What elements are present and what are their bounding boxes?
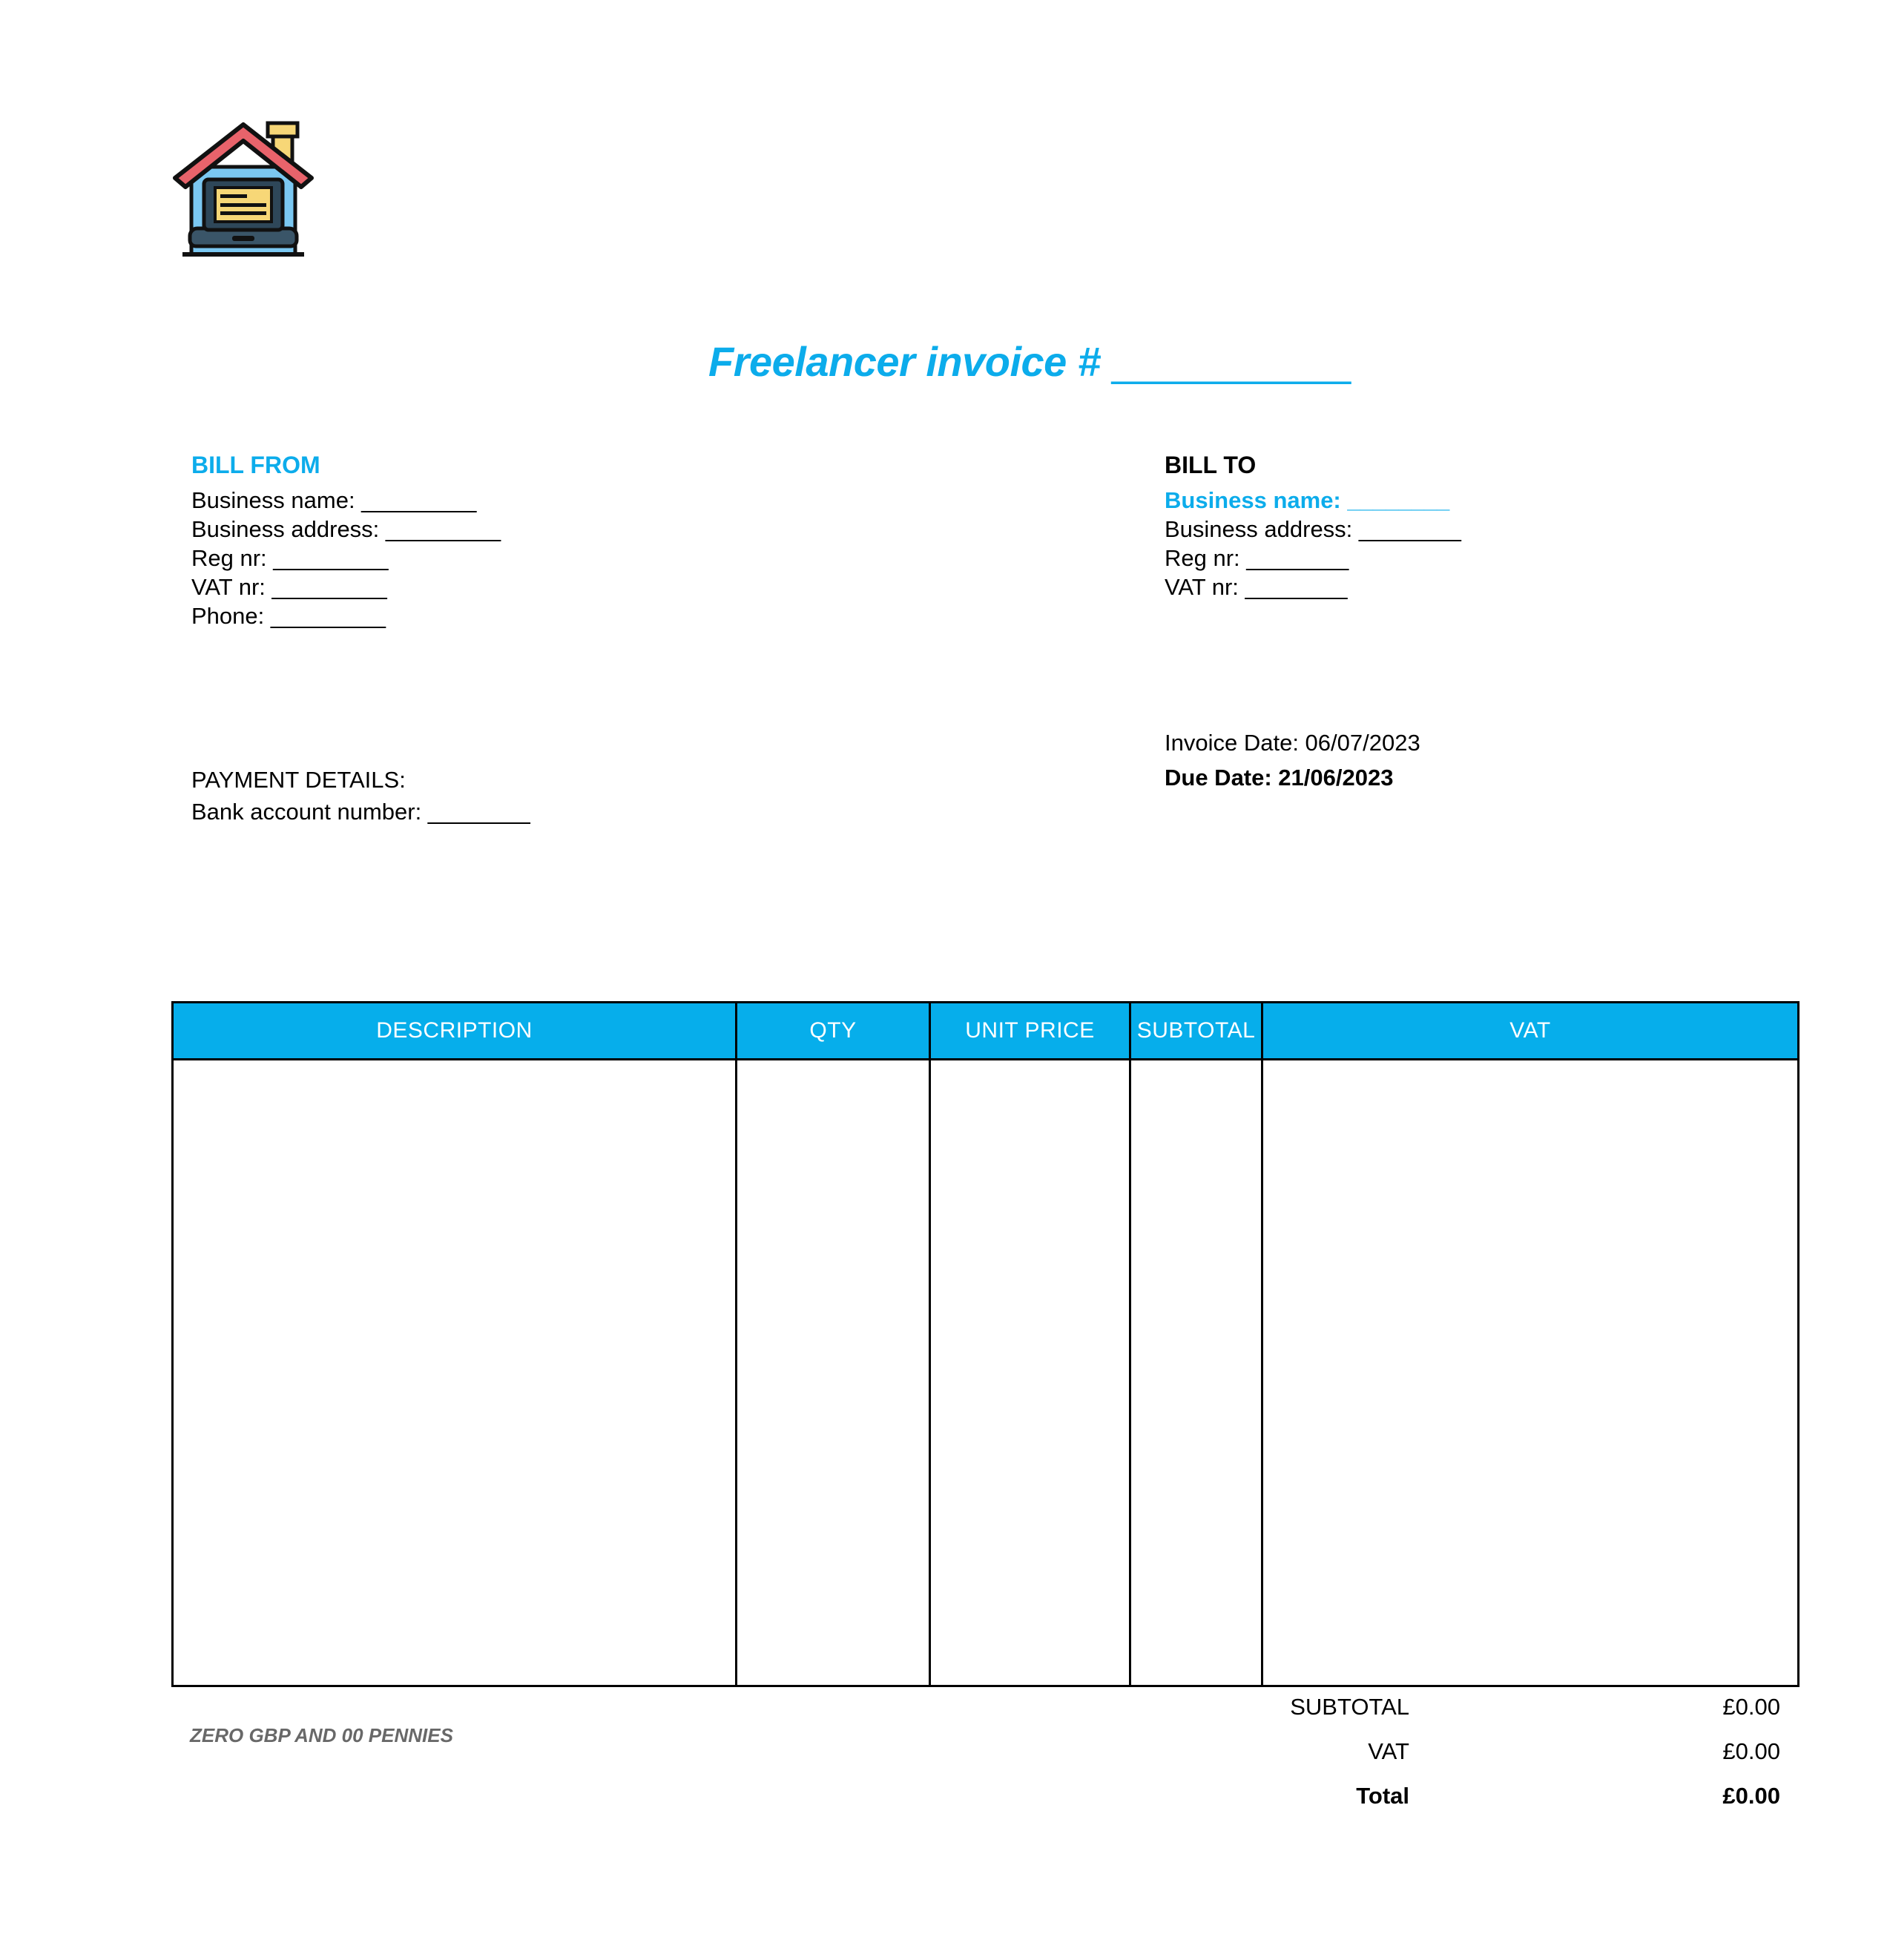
bill-to-business-address: Business address: ________: [1165, 516, 1461, 542]
page-title: Freelancer invoice # ___________: [708, 337, 1351, 386]
column-header-description: DESCRIPTION: [171, 1001, 737, 1060]
totals-label-total: Total: [1356, 1783, 1409, 1809]
bill-from-reg-nr: Reg nr: _________: [191, 545, 389, 571]
amount-in-words: ZERO GBP AND 00 PENNIES: [190, 1724, 453, 1746]
column-header-vat: VAT: [1261, 1001, 1800, 1060]
bill-from-vat-nr: VAT nr: _________: [191, 574, 387, 600]
cell-subtotal[interactable]: [1129, 1059, 1263, 1687]
bill-to-block: BILL TO Business name: ________ Business…: [1165, 451, 1461, 601]
bill-from-business-name: Business name: _________: [191, 487, 477, 513]
bill-from-block: BILL FROM Business name: _________ Busin…: [191, 451, 501, 630]
totals-row-vat: VAT £0.00: [1113, 1738, 1780, 1783]
bill-to-reg-nr: Reg nr: ________: [1165, 545, 1349, 571]
due-date: Due Date: 21/06/2023: [1165, 765, 1394, 791]
column-header-subtotal: SUBTOTAL: [1129, 1001, 1263, 1060]
totals-value-subtotal: £0.00: [1722, 1694, 1780, 1720]
house-with-laptop-logo: [169, 104, 317, 263]
column-header-unit-price: UNIT PRICE: [929, 1001, 1131, 1060]
totals-label-vat: VAT: [1368, 1738, 1409, 1764]
title-blank-line: ___________: [1111, 338, 1351, 385]
cell-description[interactable]: [171, 1059, 737, 1687]
bill-to-business-name: Business name: ________: [1165, 487, 1450, 513]
invoice-date: Invoice Date: 06/07/2023: [1165, 730, 1420, 756]
totals-value-vat: £0.00: [1722, 1738, 1780, 1764]
title-text: Freelancer invoice #: [708, 338, 1112, 385]
totals-label-subtotal: SUBTOTAL: [1290, 1694, 1409, 1720]
totals-value-total: £0.00: [1722, 1783, 1780, 1809]
bank-account-number: Bank account number: ________: [191, 799, 530, 825]
bill-from-phone: Phone: _________: [191, 603, 386, 629]
payment-details-heading: PAYMENT DETAILS:: [191, 767, 406, 793]
bill-from-heading: BILL FROM: [191, 452, 320, 478]
table-row: [171, 1059, 1800, 1687]
totals-block: SUBTOTAL £0.00 VAT £0.00 Total £0.00: [1113, 1694, 1780, 1827]
bill-to-heading: BILL TO: [1165, 452, 1257, 478]
table-header-row: DESCRIPTION QTY UNIT PRICE SUBTOTAL VAT: [171, 1001, 1800, 1060]
column-header-qty: QTY: [735, 1001, 931, 1060]
totals-row-subtotal: SUBTOTAL £0.00: [1113, 1694, 1780, 1738]
line-items-table: DESCRIPTION QTY UNIT PRICE SUBTOTAL VAT: [171, 1001, 1800, 1687]
payment-details-block: PAYMENT DETAILS: Bank account number: __…: [191, 764, 530, 828]
cell-qty[interactable]: [735, 1059, 931, 1687]
bill-to-vat-nr: VAT nr: ________: [1165, 574, 1348, 600]
cell-unit-price[interactable]: [929, 1059, 1131, 1687]
totals-row-total: Total £0.00: [1113, 1783, 1780, 1827]
bill-from-business-address: Business address: _________: [191, 516, 501, 542]
invoice-dates-block: Invoice Date: 06/07/2023 Due Date: 21/06…: [1165, 725, 1420, 795]
cell-vat[interactable]: [1261, 1059, 1800, 1687]
